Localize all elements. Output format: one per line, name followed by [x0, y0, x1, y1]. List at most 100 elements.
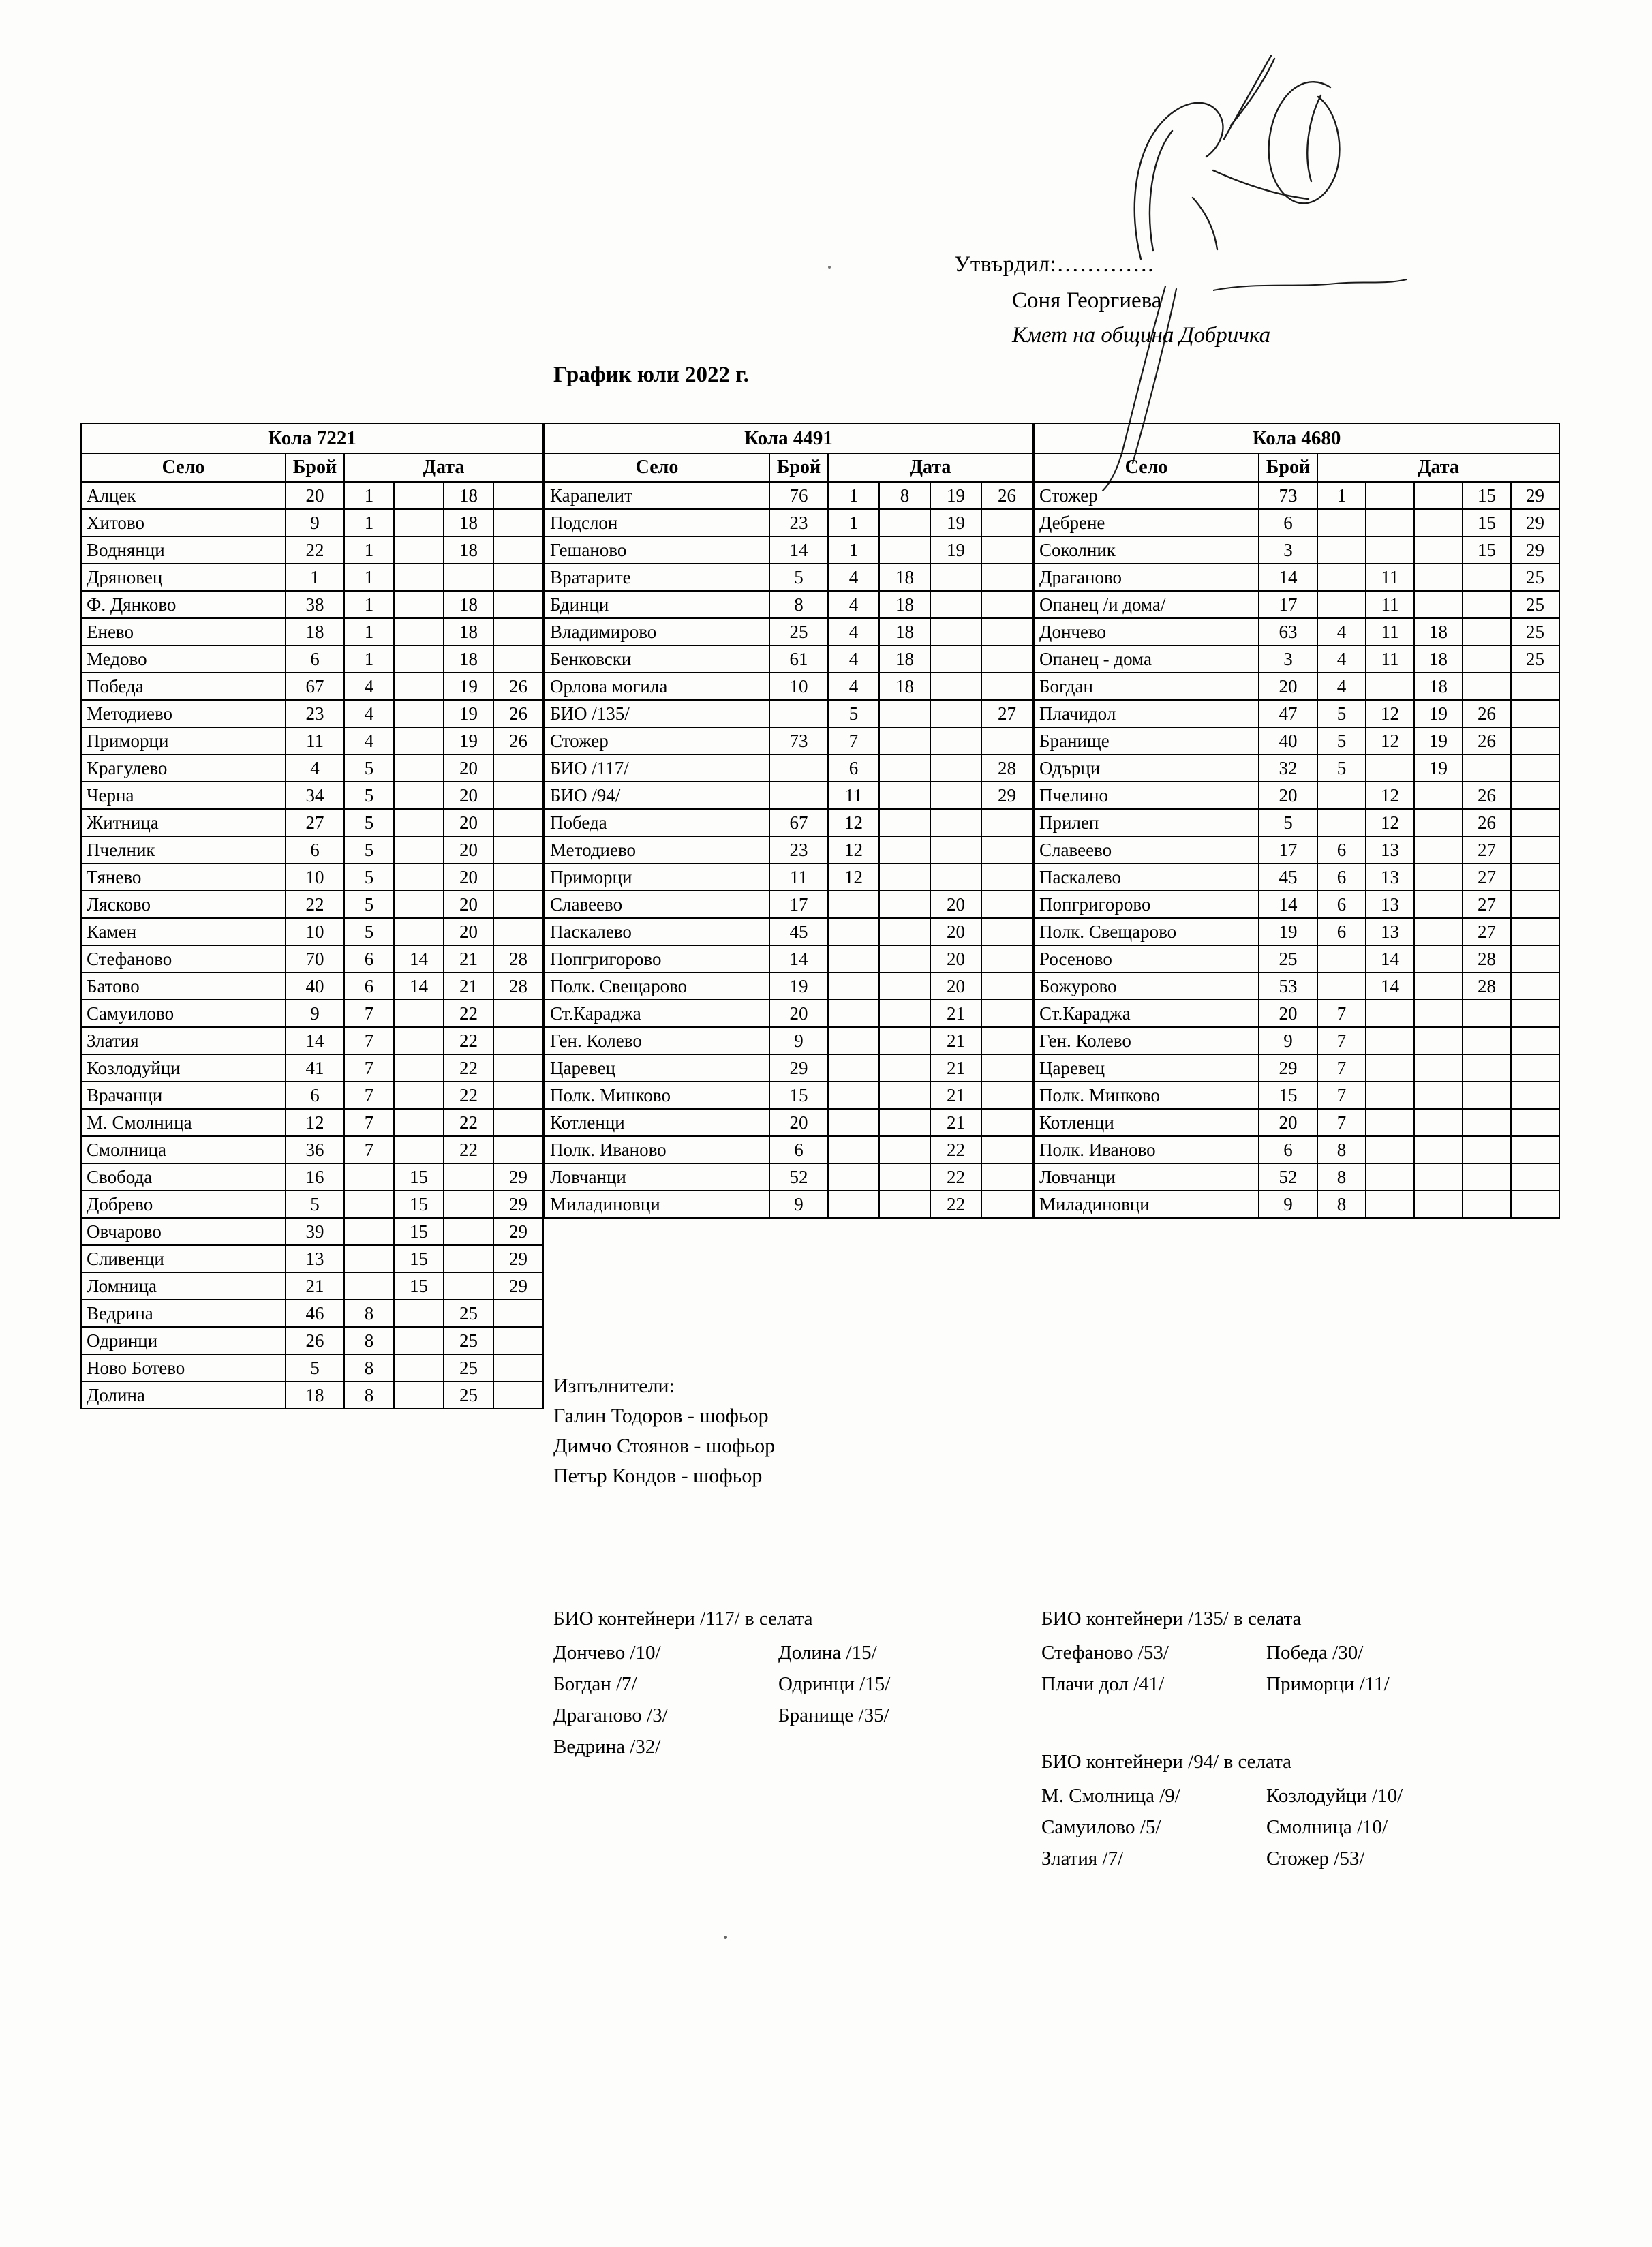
cell-date-3: [1413, 1135, 1464, 1164]
cell-date-5: 25: [1510, 645, 1561, 673]
cell-date-2: 15: [393, 1190, 444, 1219]
cell-date-4: 26: [492, 672, 545, 701]
cell-date-2: 12: [1365, 699, 1416, 728]
cell-date-2: [878, 1190, 932, 1219]
table-row: Смолница 36 7 22: [80, 1135, 545, 1164]
cell-village: Свобода: [80, 1163, 286, 1191]
cell-date-1: [827, 1054, 881, 1082]
cell-date-3: 18: [443, 645, 494, 673]
cell-date-3: 18: [1413, 617, 1464, 646]
cell-date-1: 8: [1317, 1190, 1367, 1219]
cell-date-1: 1: [343, 563, 395, 592]
cell-date-3: 18: [443, 617, 494, 646]
cell-village: Опанец - дома: [1033, 645, 1260, 673]
cell-village: Смолница: [80, 1135, 286, 1164]
cell-date-4: [492, 1081, 545, 1110]
bio-row: Драганово /3/Бранище /35/: [553, 1700, 1003, 1731]
cell-date-3: [443, 1217, 494, 1246]
bio-entry-right: Стожер /53/: [1266, 1848, 1365, 1869]
cell-count: 9: [285, 508, 345, 537]
cell-date-2: [878, 536, 932, 564]
cell-date-5: [1510, 863, 1561, 891]
cell-date-2: 11: [1365, 590, 1416, 619]
cell-date-5: [1510, 727, 1561, 755]
cell-date-5: [1510, 781, 1561, 810]
bio-containers-94: БИО контейнери /94/ в селата М. Смолница …: [1041, 1746, 1491, 1874]
cell-date-3: 19: [1413, 727, 1464, 755]
cell-date-4: [981, 536, 1034, 564]
cell-date-2: 11: [1365, 645, 1416, 673]
cell-date-3: [930, 590, 983, 619]
cell-count: 20: [1258, 781, 1319, 810]
cell-date-5: [1510, 672, 1561, 701]
cell-count: 25: [769, 617, 829, 646]
cell-date-4: [981, 1135, 1034, 1164]
cell-date-4: [981, 945, 1034, 973]
cell-date-2: 13: [1365, 917, 1416, 946]
cell-count: 53: [1258, 972, 1319, 1000]
cell-date-3: 19: [443, 727, 494, 755]
cell-date-2: [393, 590, 444, 619]
cell-date-2: [1365, 1135, 1416, 1164]
cell-date-4: [492, 1135, 545, 1164]
cell-village: Алцек: [80, 481, 286, 510]
performer-name: Димчо Стоянов - шофьор: [553, 1435, 776, 1457]
cell-date-3: 22: [930, 1163, 983, 1191]
cell-date-5: 25: [1510, 563, 1561, 592]
table-row: Росеново 25 14 28: [1033, 945, 1561, 973]
cell-count: 23: [769, 508, 829, 537]
table-row: Ст.Караджа 20 21: [544, 999, 1034, 1028]
cell-date-2: [1365, 1054, 1416, 1082]
cell-date-5: [1510, 1081, 1561, 1110]
cell-date-3: [930, 699, 983, 728]
cell-date-5: [1510, 1190, 1561, 1219]
scan-speck-bottom: [724, 1936, 727, 1939]
cell-date-3: 19: [443, 699, 494, 728]
bio-entry-left: Богдан /7/: [553, 1673, 637, 1695]
table-row: Златия 14 7 22: [80, 1026, 545, 1055]
cell-date-1: [827, 890, 881, 919]
cell-date-1: 5: [343, 917, 395, 946]
cell-village: Дончево: [1033, 617, 1260, 646]
cell-date-1: [827, 1190, 881, 1219]
table-row: Бранище 40 5 12 19 26: [1033, 727, 1561, 755]
cell-date-4: [1462, 590, 1512, 619]
cell-date-5: [1510, 1135, 1561, 1164]
cell-date-2: [393, 917, 444, 946]
cell-date-1: 6: [343, 945, 395, 973]
cell-date-4: 27: [1462, 917, 1512, 946]
cell-date-4: [1462, 1108, 1512, 1137]
cell-date-1: 6: [827, 754, 881, 782]
cell-date-3: 20: [443, 754, 494, 782]
cell-date-2: 12: [1365, 727, 1416, 755]
cell-count: 6: [285, 645, 345, 673]
cell-date-5: [1510, 1163, 1561, 1191]
cell-date-3: 25: [443, 1299, 494, 1328]
table-row: Драганово 14 11 25: [1033, 563, 1561, 592]
cell-count: 38: [285, 590, 345, 619]
table-row: Пчелник 6 5 20: [80, 836, 545, 864]
cell-date-2: [393, 727, 444, 755]
cell-date-4: [1462, 1081, 1512, 1110]
cell-count: 34: [285, 781, 345, 810]
cell-village: Паскалево: [1033, 863, 1260, 891]
performer-name: Петър Кондов - шофьор: [553, 1465, 763, 1487]
cell-count: 9: [1258, 1190, 1319, 1219]
table-row: Ф. Дянково 38 1 18: [80, 590, 545, 619]
cell-date-5: 29: [1510, 481, 1561, 510]
cell-village: Ново Ботево: [80, 1354, 286, 1382]
cell-date-2: [1365, 1190, 1416, 1219]
cell-count: 18: [285, 617, 345, 646]
cell-village: БИО /117/: [544, 754, 771, 782]
cell-date-1: 7: [343, 1054, 395, 1082]
cell-date-5: [1510, 945, 1561, 973]
cell-date-4: [492, 1108, 545, 1137]
schedule-table-3: Кола 4680 Село Брой Дата Стожер 73 1 15 29 Дебрен…: [1033, 423, 1561, 1219]
cell-count: 70: [285, 945, 345, 973]
cell-date-2: [393, 999, 444, 1028]
bio-entry-left: Драганово /3/: [553, 1705, 668, 1726]
schedule-tables: Кола 7221 Село Брой Дата Алцек 20 1 18 Хитово 9 1 1…: [80, 423, 1561, 1409]
cell-date-1: 8: [343, 1354, 395, 1382]
table-row: Воднянци 22 1 18: [80, 536, 545, 564]
cell-village: Дебрене: [1033, 508, 1260, 537]
